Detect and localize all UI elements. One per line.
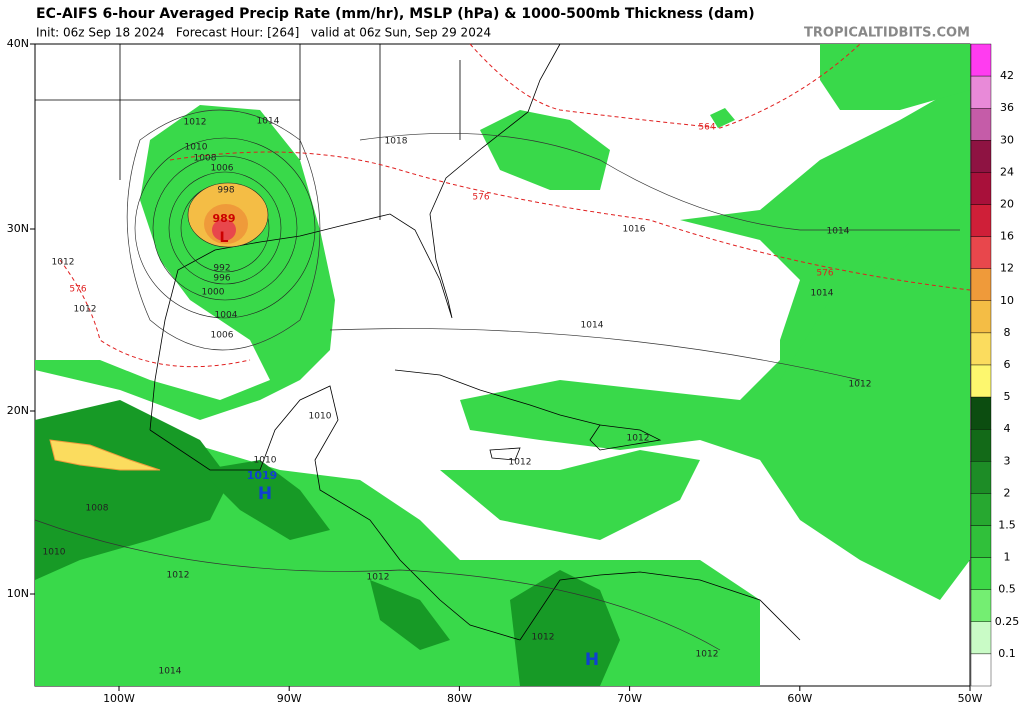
isobar-label: 1014 — [581, 321, 604, 331]
colorbar-swatch — [970, 364, 992, 398]
thickness-label: 576 — [69, 285, 86, 295]
colorbar-label: 10 — [1000, 294, 1014, 307]
isobar-label: 996 — [213, 274, 230, 284]
isobar-label: 1014 — [159, 667, 182, 677]
isobar-label: 1012 — [167, 571, 190, 581]
colorbar-label: 1.5 — [998, 519, 1016, 532]
colorbar-label: 42 — [1000, 69, 1014, 82]
credit: TROPICALTIDBITS.COM — [804, 26, 970, 41]
colorbar-swatch — [970, 107, 992, 141]
colorbar-swatch — [970, 396, 992, 430]
colorbar-label: 0.5 — [998, 583, 1016, 596]
isobar-label: 1006 — [211, 331, 234, 341]
colorbar-swatch — [970, 461, 992, 494]
colorbar-label: 24 — [1000, 165, 1014, 178]
lon-label: 80W — [447, 692, 472, 705]
colorbar-label: 20 — [1000, 198, 1014, 211]
lon-label: 60W — [787, 692, 812, 705]
isobar-label: 1000 — [202, 288, 225, 298]
colorbar-label: 30 — [1000, 133, 1014, 146]
colorbar-swatch — [970, 525, 992, 558]
colorbar-label: 36 — [1000, 101, 1014, 114]
colorbar-swatch — [970, 172, 992, 205]
lon-label: 100W — [103, 692, 135, 705]
lat-label: 30N — [7, 222, 29, 235]
lat-label: 40N — [7, 37, 29, 50]
colorbar-label: 8 — [1004, 326, 1011, 339]
colorbar-label: 6 — [1004, 358, 1011, 371]
colorbar-label: 0.25 — [995, 615, 1020, 628]
colorbar-swatch — [970, 300, 992, 334]
isobar-label: 1014 — [827, 227, 850, 237]
low-pressure-value: 989 — [213, 212, 236, 225]
high-symbol: H — [585, 650, 599, 670]
low-symbol: L — [220, 230, 229, 246]
colorbar-swatch — [970, 429, 992, 462]
isobar-label: 1008 — [86, 504, 109, 514]
colorbar-swatch — [970, 332, 992, 366]
hurricane — [134, 137, 316, 319]
isobar-label: 1010 — [309, 412, 332, 422]
isobar-label: 1012 — [74, 305, 97, 315]
isobar-label: 1004 — [215, 311, 238, 321]
colorbar-swatch — [970, 236, 992, 269]
map — [34, 43, 971, 687]
subtitle: Init: 06z Sep 18 2024 Forecast Hour: [26… — [36, 26, 491, 40]
colorbar-label: 1 — [1004, 551, 1011, 564]
colorbar-label: 12 — [1000, 262, 1014, 275]
isobars — [34, 109, 960, 651]
colorbar-swatch — [970, 557, 992, 590]
isobar-label: 1012 — [367, 573, 390, 583]
isobar-label: 1012 — [696, 650, 719, 660]
isobar-label: 998 — [217, 186, 234, 196]
isobar-label: 1006 — [211, 164, 234, 174]
colorbar-label: 5 — [1004, 390, 1011, 403]
isobar-label: 1018 — [385, 137, 408, 147]
colorbar-label: 4 — [1004, 422, 1011, 435]
thickness-lines — [59, 43, 971, 368]
colorbar-label: 3 — [1004, 454, 1011, 467]
isobar-label: 992 — [213, 264, 230, 274]
isobar-label: 1008 — [194, 154, 217, 164]
colorbar-swatch — [970, 43, 992, 77]
colorbar-swatch — [970, 204, 992, 237]
precip-heavy — [49, 439, 161, 471]
isobar-label: 1014 — [811, 289, 834, 299]
colorbar-swatch — [970, 493, 992, 526]
lon-label: 90W — [277, 692, 302, 705]
isobar-label: 1012 — [509, 458, 532, 468]
isobar-label: 1010 — [254, 456, 277, 466]
colorbar-swatch — [970, 589, 992, 623]
isobar-label: 1012 — [532, 633, 555, 643]
isobar-label: 1014 — [257, 117, 280, 127]
lon-label: 50W — [958, 692, 983, 705]
high-symbol: H — [258, 484, 272, 504]
colorbar-swatch — [970, 621, 992, 655]
colorbar-swatch — [970, 653, 992, 687]
isobar-label: 1010 — [185, 143, 208, 153]
isobar-label: 1012 — [184, 118, 207, 128]
isobar-label: 1010 — [43, 548, 66, 558]
colorbar-label: 0.1 — [998, 647, 1016, 660]
isobar-label: 1012 — [627, 434, 650, 444]
colorbar-label: 16 — [1000, 230, 1014, 243]
colorbar-swatch — [970, 75, 992, 109]
isobar-label: 1012 — [52, 258, 75, 268]
isobar-label: 1016 — [623, 225, 646, 235]
colorbar-swatch — [970, 268, 992, 302]
lat-label: 10N — [7, 587, 29, 600]
thickness-label: 564 — [698, 123, 715, 133]
isobar-label: 1012 — [849, 380, 872, 390]
lat-label: 20N — [7, 404, 29, 417]
colorbar-label: 2 — [1004, 486, 1011, 499]
high-pressure-value: 1019 — [247, 469, 278, 482]
lon-label: 70W — [617, 692, 642, 705]
title: EC-AIFS 6-hour Averaged Precip Rate (mm/… — [36, 6, 755, 22]
thickness-label: 576 — [472, 193, 489, 203]
colorbar-swatch — [970, 140, 992, 173]
thickness-label: 576 — [816, 269, 833, 279]
